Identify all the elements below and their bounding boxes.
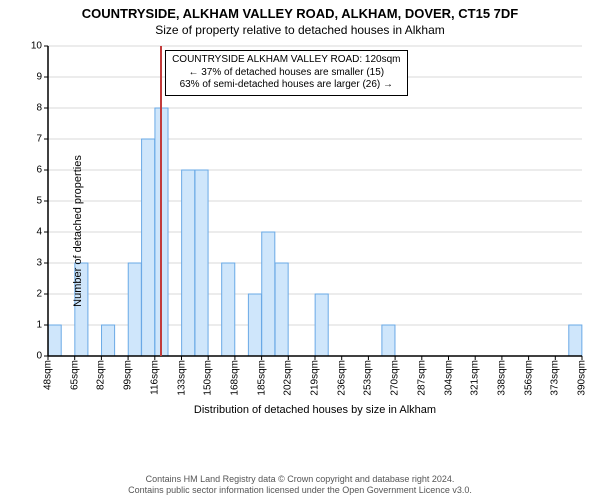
x-tick-label: 219sqm [310,360,321,396]
x-tick-label: 82sqm [96,360,107,390]
x-tick-label: 116sqm [149,360,160,395]
annotation-line: ← 37% of detached houses are smaller (15… [172,67,400,80]
x-tick-label: 168sqm [229,360,240,396]
x-axis-label: Distribution of detached houses by size … [48,404,582,484]
x-tick-label: 202sqm [283,360,294,396]
footer-line: Contains HM Land Registry data © Crown c… [0,474,600,485]
y-tick-label: 3 [36,258,42,269]
x-tick-label: 287sqm [416,360,427,396]
x-tick-label: 356sqm [523,360,534,396]
plot-area: Number of detached properties 0123456789… [48,46,582,416]
footer-line: Contains public sector information licen… [0,485,600,496]
y-axis-label: Number of detached properties [72,155,84,307]
x-tick-label: 99sqm [123,360,134,390]
x-tick-label: 373sqm [550,360,561,396]
x-tick-label: 321sqm [470,360,481,396]
x-tick-label: 270sqm [390,360,401,396]
x-tick-label: 65sqm [69,360,80,390]
x-tick-label: 236sqm [336,360,347,396]
y-tick-label: 7 [36,134,42,145]
annotation-line: COUNTRYSIDE ALKHAM VALLEY ROAD: 120sqm [172,54,400,67]
annotation-line: 63% of semi-detached houses are larger (… [172,79,400,92]
annotation-box: COUNTRYSIDE ALKHAM VALLEY ROAD: 120sqm ←… [165,50,407,96]
x-tick-label: 390sqm [577,360,588,396]
x-tick-label: 48sqm [43,360,54,390]
x-tick-label: 304sqm [443,360,454,396]
x-tick-label: 253sqm [363,360,374,396]
y-tick-label: 5 [36,196,42,207]
page-subtitle: Size of property relative to detached ho… [0,21,600,37]
y-tick-label: 2 [36,289,42,300]
x-tick-label: 133sqm [176,360,187,396]
x-tick-label: 185sqm [256,360,267,396]
y-tick-label: 1 [36,320,42,331]
x-tick-label: 338sqm [496,360,507,396]
y-tick-label: 0 [36,351,42,362]
y-tick-label: 9 [36,72,42,83]
footer-attribution: Contains HM Land Registry data © Crown c… [0,474,600,497]
x-tick-label: 150sqm [203,360,214,396]
y-tick-label: 4 [36,227,42,238]
chart-root: COUNTRYSIDE, ALKHAM VALLEY ROAD, ALKHAM,… [0,0,600,500]
y-tick-label: 8 [36,103,42,114]
y-tick-label: 6 [36,165,42,176]
page-title: COUNTRYSIDE, ALKHAM VALLEY ROAD, ALKHAM,… [0,0,600,21]
y-tick-label: 10 [31,41,42,52]
property-marker-line [160,46,162,356]
